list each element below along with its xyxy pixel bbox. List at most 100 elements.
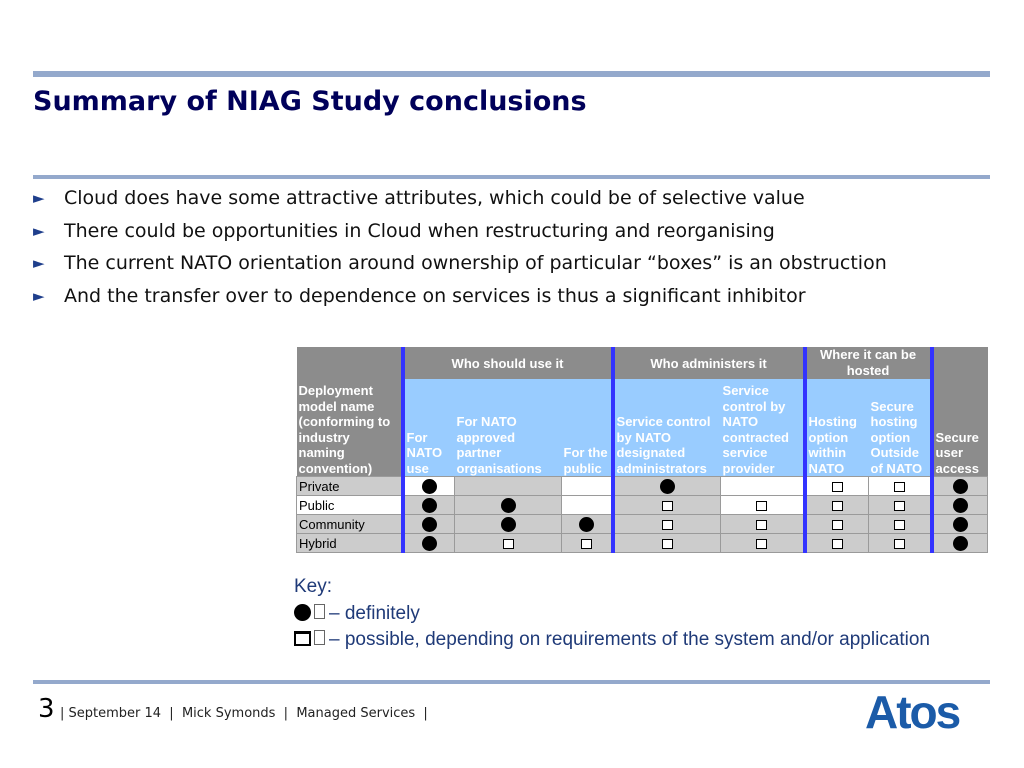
table-cell [929,514,989,534]
filled-dot-icon [578,517,594,533]
filled-dot-icon [500,498,516,514]
table-cell [802,476,870,496]
filled-dot-icon [421,498,437,514]
table-row: Public [296,495,989,515]
missing-glyph-icon [314,603,325,619]
footer-divider [33,680,990,684]
group-header-who-use: Who should use it [400,347,613,379]
bullet-text: The current NATO orientation around owne… [64,252,887,274]
filled-dot-icon [500,517,516,533]
table-cell [929,495,989,515]
table-cell [929,476,989,496]
table-cell [610,514,722,534]
table-cell [610,476,722,496]
empty-square-icon [756,520,768,531]
legend-item-definitely: – definitely [294,601,974,628]
table-cell [720,476,806,496]
table-row: Private [296,476,989,496]
table-cell [454,476,562,496]
bullet-arrow-icon: ► [33,221,45,240]
bullet-text: There could be opportunities in Cloud wh… [64,219,775,242]
table-cell [868,495,933,515]
bullet-arrow-icon: ► [33,189,45,207]
row-label: Hybrid [296,533,403,553]
filled-dot-icon [421,517,437,533]
bullet-text: And the transfer over to dependence on s… [64,284,806,307]
table-cell [802,533,870,553]
col-header-secure-access: Secure user access [929,347,988,477]
table-cell [454,533,562,553]
col-header-hosting-outside: Secure hosting option Outside of NATO [868,379,932,477]
group-header-where-hosted: Where it can be hosted [802,347,932,379]
table-cell [560,495,614,515]
legend-heading: Key: [294,576,333,597]
empty-square-icon [756,539,768,550]
bullet-item: ► Cloud does have some attractive attribu… [33,185,973,213]
col-header-nato-use: For NATO use [400,379,455,477]
table-cell [400,514,455,534]
footer-text: | September 14 | Mick Symonds | Managed … [60,706,428,721]
logo-text: Atos [865,686,960,736]
filled-dot-icon [952,517,968,533]
bullet-list: ► Cloud does have some attractive attribu… [33,185,973,315]
row-label: Community [296,514,403,534]
empty-square-icon [893,501,905,512]
table-cell [560,533,614,553]
table-cell [560,514,614,534]
bullet-item: ► There could be opportunities in Cloud w… [33,218,973,246]
empty-square-icon [661,539,673,550]
filled-dot-icon [421,479,437,495]
col-header-nato-admin: Service control by NATO designated admin… [610,379,721,477]
table-cell [454,514,562,534]
table-cell [454,495,562,515]
bullet-arrow-icon: ► [33,286,45,305]
row-label: Private [296,476,403,496]
bullet-text: Cloud does have some attractive attribut… [64,187,805,209]
slide-title: Summary of NIAG Study conclusions [33,86,587,117]
atos-logo: Atos [865,686,962,736]
table-cell [868,533,933,553]
empty-square-icon [831,520,843,531]
bullet-arrow-icon: ► [33,254,45,272]
table-cell [802,495,870,515]
legend: Key: – definitely – possible, depending … [294,574,974,654]
table-row: Community [296,514,989,534]
bullet-item: ► And the transfer over to dependence on … [33,283,973,311]
table-cell [400,495,455,515]
empty-square-icon [893,482,905,493]
col-header-model-name: Deployment model name (conforming to ind… [296,347,403,477]
filled-dot-icon [421,536,437,552]
table-cell [560,476,614,496]
col-header-hosting-within: Hosting option within NATO [802,379,869,477]
empty-square-icon [661,501,673,512]
empty-square-icon [831,482,843,493]
row-label: Public [296,495,403,515]
filled-dot-icon [952,479,968,495]
table-row: Hybrid [296,533,989,553]
col-header-public: For the public [561,379,613,477]
table-cell [720,533,806,553]
col-header-partners: For NATO approved partner organisations [454,379,562,477]
empty-square-icon [893,520,905,531]
title-divider [33,175,990,179]
filled-dot-icon [294,603,311,621]
empty-square-icon [294,631,311,646]
empty-square-icon [580,539,592,550]
group-header-who-admin: Who administers it [610,347,805,379]
empty-square-icon [893,539,905,550]
top-divider [33,71,990,77]
missing-glyph-icon [314,630,325,645]
deployment-model-table: Deployment model name (conforming to ind… [296,347,989,553]
table-cell [400,533,455,553]
table-cell [610,533,722,553]
filled-dot-icon [952,536,968,552]
table-cell [868,514,933,534]
page-number: 3 [38,694,55,724]
empty-square-icon [756,501,768,512]
table-cell [720,514,806,534]
empty-square-icon [502,539,514,550]
col-header-contracted: Service control by NATO contracted servi… [720,379,805,477]
table-cell [929,533,989,553]
legend-label: – possible, depending on requirements of… [329,629,930,650]
table-cell [802,514,870,534]
